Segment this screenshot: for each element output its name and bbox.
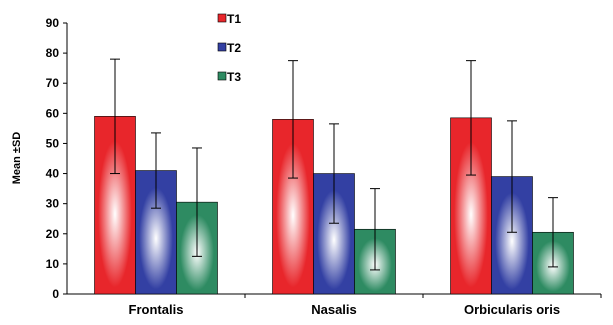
legend-label-t1: T1 bbox=[227, 12, 241, 26]
y-tick-label: 80 bbox=[46, 46, 60, 60]
x-tick-label: Orbicularis oris bbox=[464, 302, 560, 317]
y-tick-label: 90 bbox=[46, 16, 60, 30]
x-tick-label: Nasalis bbox=[311, 302, 357, 317]
y-tick-label: 10 bbox=[46, 257, 60, 271]
legend-swatch-t2 bbox=[217, 42, 227, 52]
y-tick-label: 70 bbox=[46, 76, 60, 90]
legend-label-t3: T3 bbox=[227, 70, 241, 84]
y-tick-label: 0 bbox=[52, 287, 59, 301]
y-tick-label: 60 bbox=[46, 106, 60, 120]
y-tick-label: 20 bbox=[46, 227, 60, 241]
legend-swatch-t3 bbox=[217, 71, 227, 81]
legend-label-t2: T2 bbox=[227, 41, 241, 55]
y-axis-label: Mean ±SD bbox=[11, 132, 23, 185]
y-tick-label: 50 bbox=[46, 136, 60, 150]
y-tick-label: 40 bbox=[46, 167, 60, 181]
legend-swatch-t1 bbox=[217, 13, 227, 23]
x-tick-label: Frontalis bbox=[129, 302, 184, 317]
y-tick-label: 30 bbox=[46, 197, 60, 211]
